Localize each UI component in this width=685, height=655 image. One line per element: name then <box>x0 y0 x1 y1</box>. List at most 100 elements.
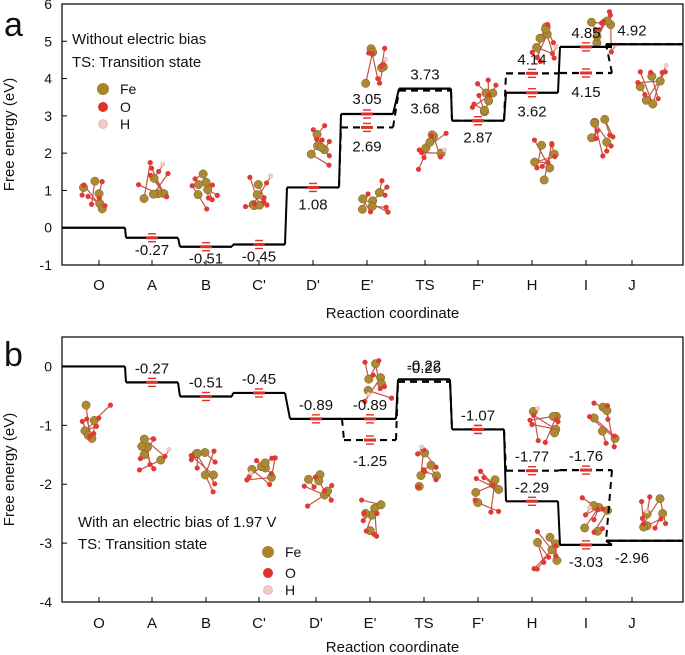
connector <box>231 244 234 248</box>
y-tick-label: 2 <box>44 145 52 161</box>
o-atom <box>385 209 391 215</box>
o-atom <box>189 183 195 189</box>
o-atom <box>310 127 316 133</box>
atom-structure <box>244 455 278 488</box>
bond <box>639 71 654 105</box>
panel-letter: a <box>4 6 23 44</box>
x-tick-label: D' <box>306 277 320 294</box>
fe-atom <box>602 137 612 147</box>
o-atom <box>96 195 102 201</box>
o-atom <box>486 92 492 98</box>
o-atom <box>542 439 548 445</box>
x-tick-label: F' <box>472 615 484 632</box>
data-label: -0.89 <box>353 397 387 414</box>
fe-atom <box>200 470 210 480</box>
atom-structure <box>414 444 441 491</box>
fe-atom <box>139 194 149 203</box>
o-atom <box>96 415 102 421</box>
x-tick-label: O <box>93 615 105 632</box>
o-atom <box>205 195 212 201</box>
legend-marker-o <box>263 568 273 578</box>
fe-atom <box>260 458 270 468</box>
o-atom <box>204 206 210 212</box>
o-atom <box>326 153 332 159</box>
o-atom <box>531 137 538 143</box>
atom-structure <box>469 77 499 117</box>
o-atom <box>476 92 482 99</box>
o-atom <box>305 503 311 509</box>
data-label: 2.69 <box>352 138 381 155</box>
atom-structure <box>579 495 612 536</box>
fe-atom <box>367 201 377 211</box>
o-atom <box>596 26 603 33</box>
o-atom <box>211 448 217 454</box>
o-atom <box>212 459 218 465</box>
atom-structure <box>531 528 562 572</box>
bond <box>643 498 661 525</box>
y-axis-label: Free energy (eV) <box>1 78 18 191</box>
o-atom <box>188 457 194 463</box>
x-axis-label: Reaction coordinate <box>326 639 459 655</box>
o-atom <box>328 497 334 503</box>
o-atom <box>599 525 606 532</box>
o-atom <box>379 178 385 184</box>
connector <box>503 73 507 121</box>
o-atom <box>102 203 108 209</box>
y-tick-label: 4 <box>44 71 52 87</box>
y-tick-label: 5 <box>44 33 52 49</box>
atom-structure <box>306 123 332 168</box>
o-atom <box>488 509 494 515</box>
o-atom <box>268 471 274 477</box>
o-atom <box>529 421 535 428</box>
o-atom <box>527 417 533 423</box>
atom-structure <box>301 470 335 509</box>
data-label: -0.51 <box>189 251 223 268</box>
connector <box>124 227 127 238</box>
connector <box>503 429 507 502</box>
o-atom <box>553 553 559 559</box>
fe-atom <box>590 118 600 128</box>
fe-atom <box>535 33 545 43</box>
connector <box>557 501 561 545</box>
fe-atom <box>304 474 313 484</box>
fe-atom <box>209 470 218 480</box>
connector <box>338 127 342 188</box>
o-atom <box>648 69 654 76</box>
o-atom <box>326 138 332 145</box>
data-label: 4.85 <box>571 25 600 42</box>
fe-atom <box>597 426 607 436</box>
x-tick-label: C' <box>252 277 266 294</box>
o-atom <box>210 489 216 495</box>
o-atom <box>79 192 85 198</box>
fe-atom <box>479 105 489 115</box>
fe-atom <box>539 175 549 185</box>
o-atom <box>376 358 382 364</box>
connector <box>392 88 400 115</box>
o-atom <box>471 101 477 107</box>
o-atom <box>164 194 170 200</box>
connector <box>605 470 613 541</box>
legend-marker-fe <box>97 83 109 95</box>
connector <box>341 418 345 441</box>
o-atom <box>429 133 435 139</box>
h-atom <box>166 447 172 452</box>
fe-atom <box>201 177 211 187</box>
x-tick-label: A <box>147 277 157 294</box>
o-atom <box>377 385 383 392</box>
o-atom <box>312 474 318 480</box>
fe-atom <box>194 180 204 190</box>
y-tick-label: -3 <box>40 535 53 551</box>
o-atom <box>443 130 449 136</box>
o-atom <box>261 195 267 201</box>
legend-marker-h <box>263 585 273 595</box>
o-atom <box>362 359 368 365</box>
x-tick-label: A <box>147 615 157 632</box>
o-atom <box>550 39 556 46</box>
legend-marker-h <box>98 119 108 129</box>
o-atom <box>658 516 664 522</box>
h-atom <box>663 63 669 68</box>
fe-atom <box>357 204 367 214</box>
o-atom <box>388 395 395 401</box>
fe-atom <box>364 374 374 384</box>
x-tick-label: I <box>584 615 588 632</box>
